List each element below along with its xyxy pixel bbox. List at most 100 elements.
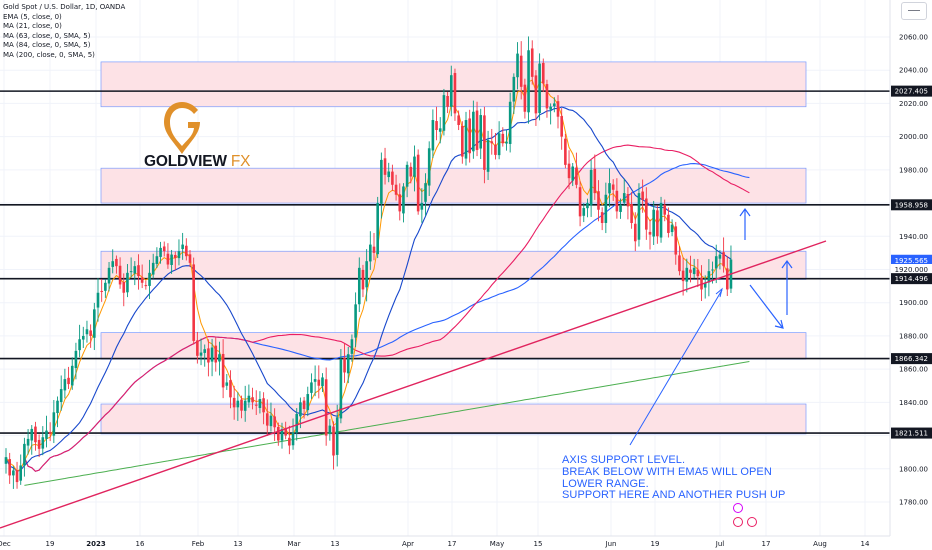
candle-body xyxy=(475,110,479,150)
price-tick-label: 1900.00 xyxy=(899,299,928,307)
candle-body xyxy=(435,121,438,130)
candle-body xyxy=(30,428,34,441)
candle-body xyxy=(48,431,52,434)
candle-body xyxy=(637,193,641,240)
candle-body xyxy=(74,350,78,369)
candle-body xyxy=(446,95,449,107)
candle-body xyxy=(427,148,431,186)
candle-body xyxy=(523,84,527,112)
price-tick-label: 2020.00 xyxy=(899,100,928,108)
candle-body xyxy=(674,226,678,255)
candle-body xyxy=(589,169,593,206)
candle-body xyxy=(236,400,240,408)
candle-body xyxy=(313,379,317,382)
brand-name: GOLDVIEW xyxy=(144,153,227,170)
candle-body xyxy=(284,428,287,436)
candle-body xyxy=(663,204,667,215)
candle-body xyxy=(409,166,413,177)
candle-body xyxy=(170,254,173,265)
candle-body xyxy=(265,413,269,426)
candle-body xyxy=(122,282,126,293)
candle-body xyxy=(387,171,391,178)
candle-body xyxy=(505,141,508,144)
candle-body xyxy=(630,203,633,223)
legend-ma200[interactable]: MA (200, close, 0, SMA, 5) xyxy=(3,50,95,59)
candle-body xyxy=(56,400,59,414)
candle-body xyxy=(173,254,177,258)
candle-body xyxy=(645,198,648,230)
candle-body xyxy=(501,133,505,144)
candle-body xyxy=(597,191,600,210)
candle-body xyxy=(413,156,416,177)
annotation-text: AXIS SUPPORT LEVEL. BREAK BELOW WITH EMA… xyxy=(562,454,822,502)
candle-body xyxy=(148,272,151,286)
candle-body xyxy=(107,267,111,284)
time-tick-label: Jun xyxy=(605,540,617,548)
price-label: 1914.496 xyxy=(895,275,929,283)
candle-body xyxy=(339,359,343,419)
candle-body xyxy=(78,339,81,351)
candle-body xyxy=(398,194,402,212)
candle-body xyxy=(277,426,280,441)
legend-ema5[interactable]: EMA (5, close, 0) xyxy=(3,12,62,21)
candle-body xyxy=(96,292,100,308)
price-label-bg xyxy=(891,199,932,211)
candle-body xyxy=(218,354,221,362)
candle-body xyxy=(383,158,387,175)
price-tick-label: 2040.00 xyxy=(899,67,928,75)
price-tick-label: 1800.00 xyxy=(899,465,928,473)
time-tick-label: May xyxy=(490,540,504,548)
candle-body xyxy=(137,265,140,277)
chart-drawings xyxy=(0,207,827,529)
candle-body xyxy=(81,335,85,340)
legend-ma21[interactable]: MA (21, close, 0) xyxy=(3,22,62,31)
candle-body xyxy=(210,347,214,362)
supply-demand-zone xyxy=(100,61,807,108)
candle-body xyxy=(45,430,48,439)
time-tick-label: Aug xyxy=(813,540,827,548)
candle-body xyxy=(70,365,74,386)
legend-ma63[interactable]: MA (63, close, 0, SMA, 5) xyxy=(3,31,91,40)
event-marker-icon xyxy=(733,517,743,527)
candle-body xyxy=(343,358,346,373)
candle-body xyxy=(133,266,137,274)
candle-body xyxy=(177,251,181,259)
candle-body xyxy=(659,203,663,238)
candle-body xyxy=(59,389,63,402)
candle-body xyxy=(93,309,96,338)
candle-body xyxy=(486,139,490,172)
time-tick-label: 19 xyxy=(651,540,660,548)
candle-body xyxy=(479,115,483,149)
price-label-bg xyxy=(891,85,932,97)
candle-body xyxy=(622,193,626,203)
annotation-line-1: AXIS SUPPORT LEVEL. xyxy=(562,454,686,466)
candle-body xyxy=(718,254,722,259)
time-tick-label: Dec xyxy=(0,540,11,548)
candle-body xyxy=(104,282,107,291)
time-tick-label: 16 xyxy=(136,540,145,548)
annotation-line-3: LOWER RANGE. xyxy=(562,477,649,490)
price-tick-label: 1940.00 xyxy=(899,233,928,241)
legend-ma84[interactable]: MA (84, close, 0, SMA, 5) xyxy=(3,41,91,50)
supply-demand-zone xyxy=(100,250,807,280)
price-tick-label: 1980.00 xyxy=(899,166,928,174)
pointer-arrow-icon xyxy=(715,287,723,298)
candle-body xyxy=(159,247,162,257)
candle-body xyxy=(181,244,184,250)
price-tick-label: 2060.00 xyxy=(899,34,928,42)
candle-body xyxy=(15,470,19,483)
candle-body xyxy=(126,272,129,293)
chart-legend: Gold Spot / U.S. Dollar, 1D, OANDA EMA (… xyxy=(3,3,125,61)
candle-body xyxy=(438,128,442,132)
candle-body xyxy=(299,402,302,417)
price-label: 1866.342 xyxy=(895,355,928,363)
candle-body xyxy=(545,84,549,109)
candle-body xyxy=(155,256,159,264)
trend-line xyxy=(0,240,827,529)
chart-settings-button[interactable] xyxy=(901,2,927,20)
projection-down-line xyxy=(749,284,783,328)
candle-body xyxy=(214,345,218,363)
candle-body xyxy=(692,267,696,275)
arrow-up-icon xyxy=(739,207,751,217)
